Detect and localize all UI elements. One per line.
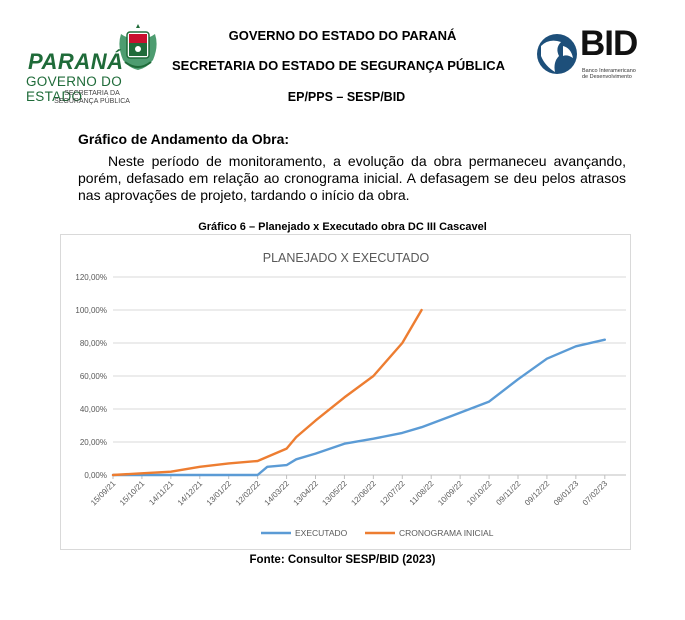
x-tick-label: 09/11/22 bbox=[494, 479, 522, 507]
bid-brand-text: BID bbox=[580, 24, 638, 63]
x-tick-label: 14/11/21 bbox=[147, 479, 175, 507]
x-tick-label: 14/12/21 bbox=[176, 479, 205, 508]
chart-title: PLANEJADO X EXECUTADO bbox=[263, 251, 430, 265]
legend-label: CRONOGRAMA INICIAL bbox=[399, 528, 494, 538]
parana-crest-icon bbox=[119, 24, 157, 70]
x-tick-label: 10/10/22 bbox=[465, 479, 494, 508]
parana-logo: PARANÁ GOVERNO DO ESTADO SECRETARIA DA S… bbox=[22, 22, 172, 108]
y-tick-label: 80,00% bbox=[80, 339, 107, 348]
series-line-executado bbox=[111, 338, 606, 477]
y-tick-label: 0,00% bbox=[84, 471, 107, 480]
x-tick-label: 07/02/23 bbox=[581, 479, 610, 508]
governo-do-estado-text: GOVERNO DO ESTADO bbox=[26, 74, 123, 104]
x-tick-label: 12/06/22 bbox=[349, 479, 378, 508]
header-line-3: EP/PPS – SESP/BID bbox=[287, 90, 406, 104]
paragraph-line-3: nas aprovações de projeto, tardando o in… bbox=[78, 187, 410, 203]
chart-caption: Gráfico 6 – Planejado x Executado obra D… bbox=[198, 221, 487, 233]
x-tick-label: 15/09/21 bbox=[89, 479, 118, 508]
y-tick-label: 60,00% bbox=[80, 372, 107, 381]
x-tick-label: 13/01/22 bbox=[205, 479, 234, 508]
y-tick-label: 20,00% bbox=[80, 438, 107, 447]
x-tick-label: 13/05/22 bbox=[320, 479, 349, 508]
bid-globe-icon bbox=[537, 34, 577, 74]
bid-subtitle-line-1: Banco Interamericano bbox=[582, 68, 636, 74]
legend-label: EXECUTADO bbox=[295, 528, 348, 538]
chart-container: PLANEJADO X EXECUTADO 0,00% 20,00% 40,00% 6… bbox=[60, 234, 631, 550]
paragraph-line-1: Neste período de monitoramento, a evoluç… bbox=[108, 153, 626, 169]
secretaria-line-1: SECRETARIA DA bbox=[64, 90, 120, 97]
line-chart: PLANEJADO X EXECUTADO 0,00% 20,00% 40,00% 6… bbox=[75, 251, 626, 538]
paragraph-line-2: porém, defasado em relação ao cronograma… bbox=[78, 170, 626, 186]
x-tick-label: 12/07/22 bbox=[378, 479, 407, 508]
bid-logo: BID Banco Interamericano de Desenvolvime… bbox=[535, 24, 665, 90]
y-tick-label: 120,00% bbox=[75, 273, 107, 282]
x-tick-label: 10/09/22 bbox=[436, 479, 465, 508]
bid-subtitle-line-2: de Desenvolvimento bbox=[582, 74, 632, 80]
parana-brand-text: PARANÁ bbox=[28, 49, 124, 74]
x-tick-label: 08/01/23 bbox=[552, 479, 581, 508]
x-tick-label: 13/04/22 bbox=[292, 479, 321, 508]
x-tick-label: 11/08/22 bbox=[408, 479, 436, 507]
header-line-1: GOVERNO DO ESTADO DO PARANÁ bbox=[228, 28, 457, 43]
bid-subtitle: Banco Interamericano de Desenvolvimento bbox=[582, 68, 652, 80]
x-tick-label: 12/02/22 bbox=[234, 479, 263, 508]
x-tick-label: 15/10/21 bbox=[118, 479, 147, 508]
section-title: Gráfico de Andamento da Obra: bbox=[78, 131, 290, 147]
body-paragraph: Neste período de monitoramento, a evoluç… bbox=[78, 153, 626, 204]
x-tick-label: 14/03/22 bbox=[263, 479, 292, 508]
series-line-cronograma-inicial bbox=[111, 308, 423, 477]
secretaria-line-2: SEGURANÇA PÚBLICA bbox=[54, 98, 130, 105]
x-tick-label: 09/12/22 bbox=[523, 479, 552, 508]
secretaria-text: SECRETARIA DA SEGURANÇA PÚBLICA bbox=[22, 90, 162, 106]
y-tick-label: 40,00% bbox=[80, 405, 107, 414]
header-line-2: SECRETARIA DO ESTADO DE SEGURANÇA PÚBLIC… bbox=[172, 58, 505, 73]
chart-source: Fonte: Consultor SESP/BID (2023) bbox=[249, 554, 436, 566]
y-tick-label: 100,00% bbox=[75, 306, 107, 315]
